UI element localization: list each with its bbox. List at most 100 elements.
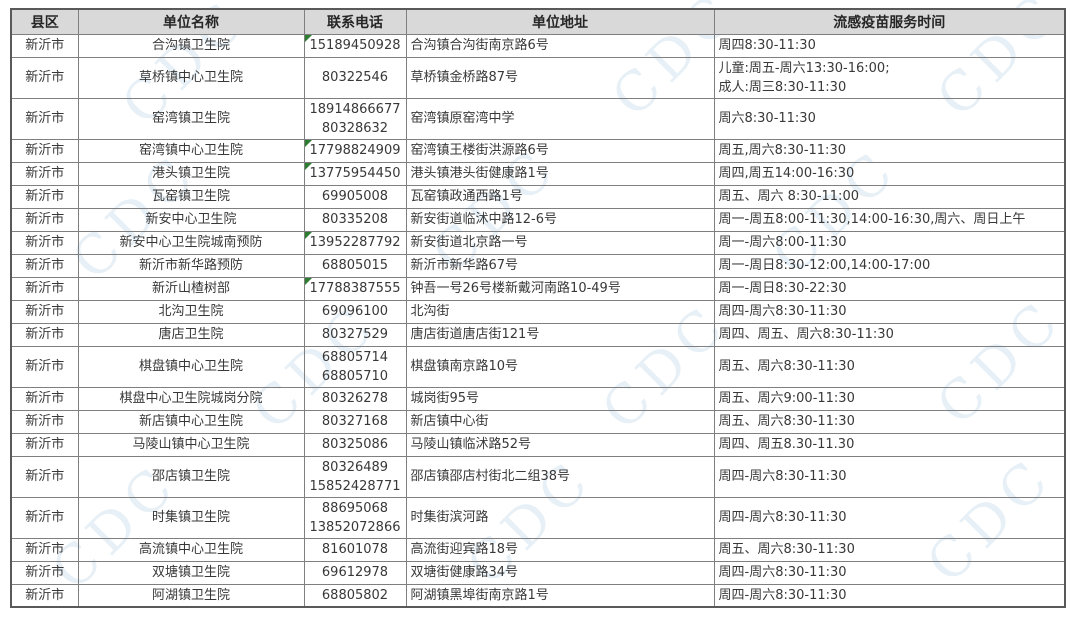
cell-unit-name: 北沟卫生院 [77,299,305,324]
table-row: 新沂市 新安中心卫生院城南预防 13952287792 新安街道北京路一号 周一… [10,230,1066,255]
cell-unit-name: 棋盘镇中心卫生院 [77,345,305,388]
table-row: 新沂市 窑湾镇卫生院 18914866677 80328632 窑湾镇原窑湾中学… [10,97,1066,140]
cell-unit-name: 唐店卫生院 [77,322,305,347]
cell-service-time: 周五、周六8:30-11:30 [713,409,1066,434]
cell-phone: 88695068 13852072866 [303,496,407,539]
cell-phone: 80327168 [303,409,407,434]
cell-county: 新沂市 [10,230,79,255]
cell-unit-name: 时集镇卫生院 [77,496,305,539]
cell-address: 北沟街 [405,299,715,324]
cell-unit-name: 邵店镇卫生院 [77,455,305,498]
table-row: 新沂市 时集镇卫生院 88695068 13852072866 时集街滨河路 周… [10,496,1066,539]
cell-address: 邵店镇邵店村街北二组38号 [405,455,715,498]
table-row: 新沂市 阿湖镇卫生院 68805802 阿湖镇黑埠街南京路1号 周四-周六8:3… [10,583,1066,608]
header-unit-name: 单位名称 [77,8,305,35]
table-row: 新沂市 新沂山楂树部 17788387555 钟吾一号26号楼新戴河南路10-4… [10,276,1066,301]
cell-service-time: 儿童:周五-周六13:30-16:00; 成人:周三8:30-11:30 [713,56,1066,99]
cell-county: 新沂市 [10,299,79,324]
cell-phone: 80325086 [303,432,407,457]
cell-phone: 69905008 [303,184,407,209]
cell-phone: 15189450928 [303,33,407,58]
cell-service-time: 周四、周五、周六8:30-11:30 [713,322,1066,347]
cell-county: 新沂市 [10,386,79,411]
cell-service-time: 周四-周六8:30-11:30 [713,560,1066,585]
cell-service-time: 周四8:30-11:30 [713,33,1066,58]
table-row: 新沂市 唐店卫生院 80327529 唐店街道唐店街121号 周四、周五、周六8… [10,322,1066,347]
cell-address: 窑湾镇王楼街洪源路6号 [405,138,715,163]
table-row: 新沂市 合沟镇卫生院 15189450928 合沟镇合沟街南京路6号 周四8:3… [10,33,1066,58]
cell-phone: 13952287792 [303,230,407,255]
cell-unit-name: 新沂山楂树部 [77,276,305,301]
cell-unit-name: 新安中心卫生院 [77,207,305,232]
cell-county: 新沂市 [10,537,79,562]
cell-address: 马陵山镇临沭路52号 [405,432,715,457]
cell-service-time: 周四-周六8:30-11:30 [713,496,1066,539]
cell-unit-name: 马陵山镇中心卫生院 [77,432,305,457]
cell-service-time: 周四-周六8:30-11:30 [713,455,1066,498]
cell-phone: 81601078 [303,537,407,562]
cell-service-time: 周一-周五8:00-11:30,14:00-16:30,周六、周日上午 [713,207,1066,232]
cell-address: 新沂市新华路67号 [405,253,715,278]
cell-county: 新沂市 [10,409,79,434]
cell-address: 时集街滨河路 [405,496,715,539]
cell-unit-name: 新安中心卫生院城南预防 [77,230,305,255]
table-body: 新沂市 合沟镇卫生院 15189450928 合沟镇合沟街南京路6号 周四8:3… [10,33,1066,608]
cell-address: 高流街迎宾路18号 [405,537,715,562]
cell-address: 窑湾镇原窑湾中学 [405,97,715,140]
cell-address: 阿湖镇黑埠街南京路1号 [405,583,715,608]
table-row: 新沂市 新沂市新华路预防 68805015 新沂市新华路67号 周一-周日8:3… [10,253,1066,278]
cell-county: 新沂市 [10,276,79,301]
green-corner-flag-icon [305,232,312,239]
cell-county: 新沂市 [10,161,79,186]
cell-phone: 17788387555 [303,276,407,301]
cell-phone: 69096100 [303,299,407,324]
cell-county: 新沂市 [10,345,79,388]
cell-phone: 68805714 68805710 [303,345,407,388]
header-address: 单位地址 [405,8,715,35]
cell-service-time: 周四-周六8:30-11:30 [713,299,1066,324]
cell-address: 钟吾一号26号楼新戴河南路10-49号 [405,276,715,301]
cell-phone: 80335208 [303,207,407,232]
cell-unit-name: 阿湖镇卫生院 [77,583,305,608]
cell-phone: 68805802 [303,583,407,608]
cell-service-time: 周四、周五8.30-11.30 [713,432,1066,457]
table-row: 新沂市 邵店镇卫生院 80326489 15852428771 邵店镇邵店村街北… [10,455,1066,498]
cell-phone: 80322546 [303,56,407,99]
cell-county: 新沂市 [10,253,79,278]
cell-county: 新沂市 [10,184,79,209]
header-county: 县区 [10,8,79,35]
cell-address: 棋盘镇南京路10号 [405,345,715,388]
cell-phone: 80326489 15852428771 [303,455,407,498]
cell-unit-name: 棋盘中心卫生院城岗分院 [77,386,305,411]
cell-phone: 68805015 [303,253,407,278]
cell-service-time: 周五、周六9:00-11:30 [713,386,1066,411]
cell-phone: 18914866677 80328632 [303,97,407,140]
cell-county: 新沂市 [10,583,79,608]
cell-unit-name: 瓦窑镇卫生院 [77,184,305,209]
cell-address: 合沟镇合沟街南京路6号 [405,33,715,58]
header-service-time: 流感疫苗服务时间 [713,8,1066,35]
cell-address: 双塘街健康路34号 [405,560,715,585]
cell-service-time: 周六8:30-11:30 [713,97,1066,140]
cell-unit-name: 窑湾镇卫生院 [77,97,305,140]
cell-address: 唐店街道唐店街121号 [405,322,715,347]
cell-address: 瓦窑镇政通西路1号 [405,184,715,209]
cell-county: 新沂市 [10,97,79,140]
cell-service-time: 周五、周六8:30-11:30 [713,537,1066,562]
cell-county: 新沂市 [10,56,79,99]
cell-service-time: 周五、周六 8:30-11:00 [713,184,1066,209]
cell-unit-name: 新沂市新华路预防 [77,253,305,278]
cell-service-time: 周四-周六8:30-11:30 [713,583,1066,608]
cell-phone: 69612978 [303,560,407,585]
table-row: 新沂市 双塘镇卫生院 69612978 双塘街健康路34号 周四-周六8:30-… [10,560,1066,585]
table-row: 新沂市 窑湾镇中心卫生院 17798824909 窑湾镇王楼街洪源路6号 周五,… [10,138,1066,163]
green-corner-flag-icon [305,278,312,285]
cell-phone: 80327529 [303,322,407,347]
header-phone: 联系电话 [303,8,407,35]
cell-service-time: 周一-周六8:00-11:30 [713,230,1066,255]
cell-county: 新沂市 [10,432,79,457]
cell-unit-name: 港头镇卫生院 [77,161,305,186]
cell-county: 新沂市 [10,496,79,539]
cell-phone: 80326278 [303,386,407,411]
cell-unit-name: 高流镇中心卫生院 [77,537,305,562]
